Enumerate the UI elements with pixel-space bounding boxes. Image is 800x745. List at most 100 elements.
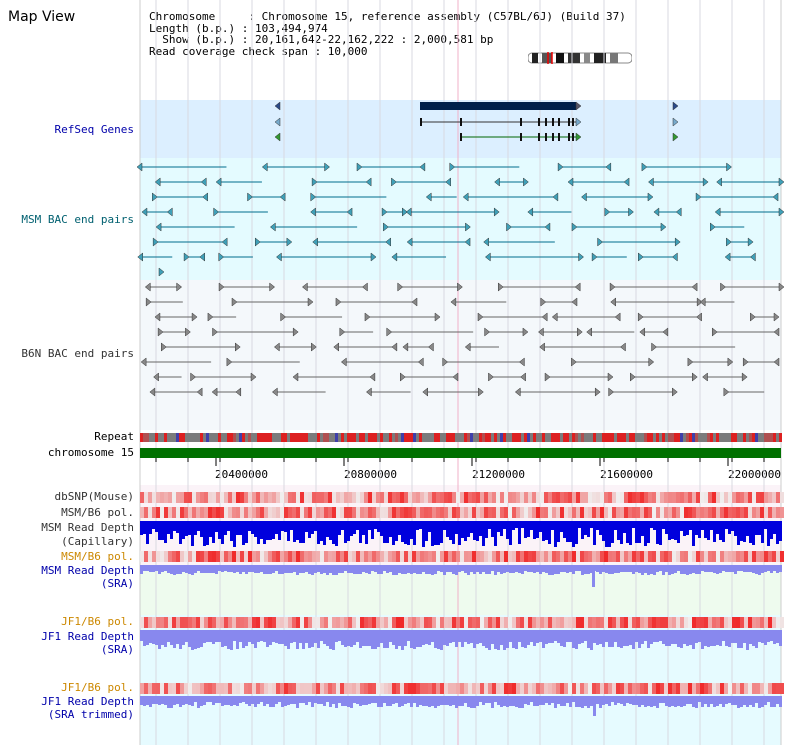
jf1-pol-cell (684, 617, 688, 628)
b6n-bac-end-arrow (648, 357, 655, 367)
jf1-depth-trim-bar (596, 696, 599, 704)
msm-depth-sra-bar (311, 565, 314, 575)
jf1-pol-cell (196, 617, 200, 628)
msm-depth-sra-bar (629, 565, 632, 572)
msm-pol-cell (396, 507, 400, 518)
jf1-pol-cell (492, 683, 496, 694)
msm-bac-end-arrow (385, 237, 391, 247)
msm-pol-cell (736, 507, 740, 518)
repeat-segment (443, 433, 446, 442)
repeat-segment (284, 433, 287, 442)
jf1-pol-cell (288, 683, 292, 694)
jf1-depth-trim-bar (197, 696, 200, 708)
msm-depth-sra-bar (572, 565, 575, 574)
jf1-depth-sra-bar (425, 630, 428, 644)
jf1-pol-cell (152, 617, 156, 628)
msm-pol-cell (544, 507, 548, 518)
jf1-pol-cell (252, 617, 256, 628)
dbsnp-cell (656, 492, 660, 503)
msm-pol-cell (336, 507, 340, 518)
jf1-depth-trim-bar (716, 696, 719, 706)
msm-bac-end-arrow (523, 177, 529, 187)
msm-depth-sra-bar (446, 565, 449, 572)
msm-depth-sra-bar (197, 565, 200, 571)
b6n-bac-end-arrow (428, 342, 434, 352)
jf1-pol-cell (696, 683, 700, 694)
jf1-pol-cell (700, 683, 704, 694)
jf1-pol-cell (272, 617, 276, 628)
jf1-pol-cell (212, 683, 216, 694)
msm-depth-sra-bar (185, 565, 188, 573)
jf1-depth-trim-bar (332, 696, 335, 704)
msm-bac-end-arrow (254, 237, 261, 247)
jf1-pol-cell (568, 617, 572, 628)
msm-bac-end-arrow (465, 222, 471, 232)
dbsnp-cell (760, 492, 764, 503)
msm-pol-cell (156, 507, 160, 518)
msm-depth-sra-bar (230, 565, 233, 572)
msm-depth-cap-bar (263, 521, 266, 544)
msm-depth-cap-bar (371, 521, 374, 539)
msm-bac-end-arrow (464, 237, 471, 247)
repeat-segment (719, 433, 722, 442)
jf1-pol-cell (452, 683, 456, 694)
msm-depth-sra-bar (536, 565, 539, 572)
dbsnp-cell (636, 492, 640, 503)
jf1-pol-cell (488, 683, 492, 694)
jf1-depth-sra-bar (560, 630, 563, 646)
jf1-pol-cell (372, 683, 376, 694)
msm-depth-cap-bar (311, 521, 314, 534)
jf1-pol-cell (524, 617, 528, 628)
msm-pol-cell (676, 507, 680, 518)
jf1-depth-sra-bar (737, 630, 740, 648)
chromosome-ideogram[interactable] (528, 52, 632, 64)
msm-depth-sra-bar (755, 565, 758, 574)
repeat-segment (200, 433, 203, 442)
msm-depth-cap-bar (587, 521, 590, 537)
msm-depth-sra-bar (623, 565, 626, 572)
jf1-depth-trim-bar (272, 696, 275, 707)
jf1-pol-cell (188, 683, 192, 694)
b6n-bac-end-arrow (586, 327, 592, 337)
msm-bac-end-arrow (571, 222, 578, 232)
msm-depth-sra-bar (773, 565, 776, 571)
jf1-pol-cell (600, 617, 604, 628)
msm-depth-sra-bar (266, 565, 269, 574)
msm-depth-cap-bar (761, 521, 764, 543)
jf1-depth-trim-bar (722, 696, 725, 707)
msm-pol-cell (644, 507, 648, 518)
jf1-depth-sra-bar (263, 630, 266, 642)
msm-depth-cap-bar (755, 521, 758, 535)
jf1-depth-sra-bar (641, 630, 644, 644)
msm-pol-cell (600, 551, 604, 562)
msm-pol-cell (600, 507, 604, 518)
jf1-depth-trim-bar (665, 696, 668, 706)
msm-depth-cap-bar (143, 521, 146, 534)
msm-pol-cell (444, 507, 448, 518)
msm-depth-cap-bar (365, 521, 368, 544)
msm-bac-label: MSM BAC end pairs (21, 213, 134, 226)
jf1-pol-label-1: JF1/B6 pol. (61, 615, 134, 628)
dbsnp-cell (272, 492, 276, 503)
msm-bac-end-arrow (152, 192, 158, 202)
b6n-bac-end-arrow (662, 327, 669, 337)
msm-depth-sra-bar (356, 565, 359, 574)
msm-depth-sra-bar (731, 565, 734, 572)
dbsnp-cell (348, 492, 352, 503)
b6n-bac-end-arrow (335, 297, 342, 307)
jf1-pol-cell (476, 683, 480, 694)
msm-pol-cell (688, 551, 692, 562)
msm-depth-cap-bar (539, 521, 542, 532)
msm-depth-sra-bar (440, 565, 443, 572)
msm-bac-end-arrow (356, 162, 363, 172)
msm-pol-cell (556, 507, 560, 518)
msm-depth-sra-bar (332, 565, 335, 575)
repeat-segment (311, 433, 314, 442)
msm-depth-sra-bar (743, 565, 746, 572)
msm-pol-cell (352, 507, 356, 518)
msm-depth-sra-bar (764, 565, 767, 572)
msm-depth-cap-bar (323, 521, 326, 545)
repeat-segment (338, 433, 341, 442)
jf1-depth-trim-bar (629, 696, 632, 704)
